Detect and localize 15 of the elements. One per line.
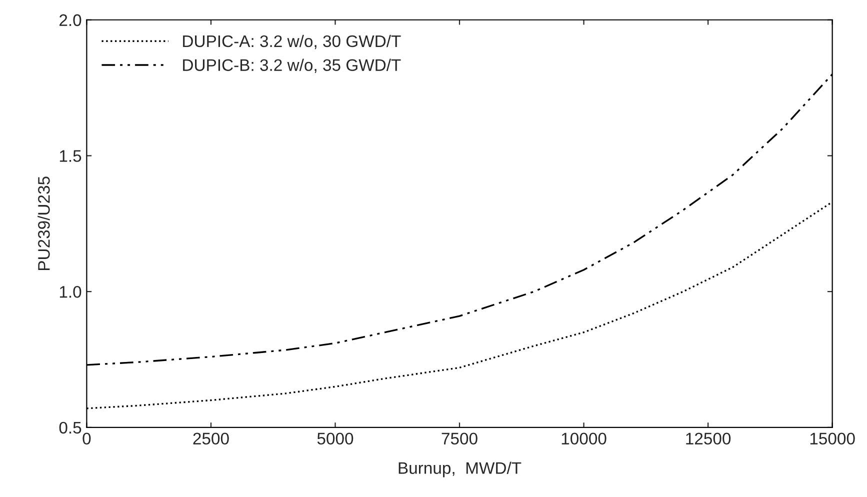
legend-label: DUPIC-B: 3.2 w/o, 35 GWD/T: [183, 58, 401, 73]
x-tick-label: 2500: [193, 432, 229, 445]
x-tick-label: 15000: [810, 432, 855, 445]
x-tick-label: 0: [82, 432, 91, 445]
y-axis-title: PU239/U235: [38, 176, 50, 270]
x-tick-label: 12500: [686, 432, 731, 445]
y-tick-label: 2.0: [60, 14, 82, 26]
y-tick-label: 1.0: [60, 286, 82, 298]
x-tick-label: 5000: [317, 432, 354, 445]
y-tick-label: 0.5: [59, 422, 82, 434]
y-tick-label: 1.5: [60, 150, 82, 162]
x-axis-title: Burnup, MWD/T: [398, 462, 522, 478]
x-tick-label: 7500: [442, 432, 478, 445]
x-tick-label: 10000: [562, 432, 606, 445]
legend-label: DUPIC-A: 3.2 w/o, 30 GWD/T: [183, 34, 401, 50]
